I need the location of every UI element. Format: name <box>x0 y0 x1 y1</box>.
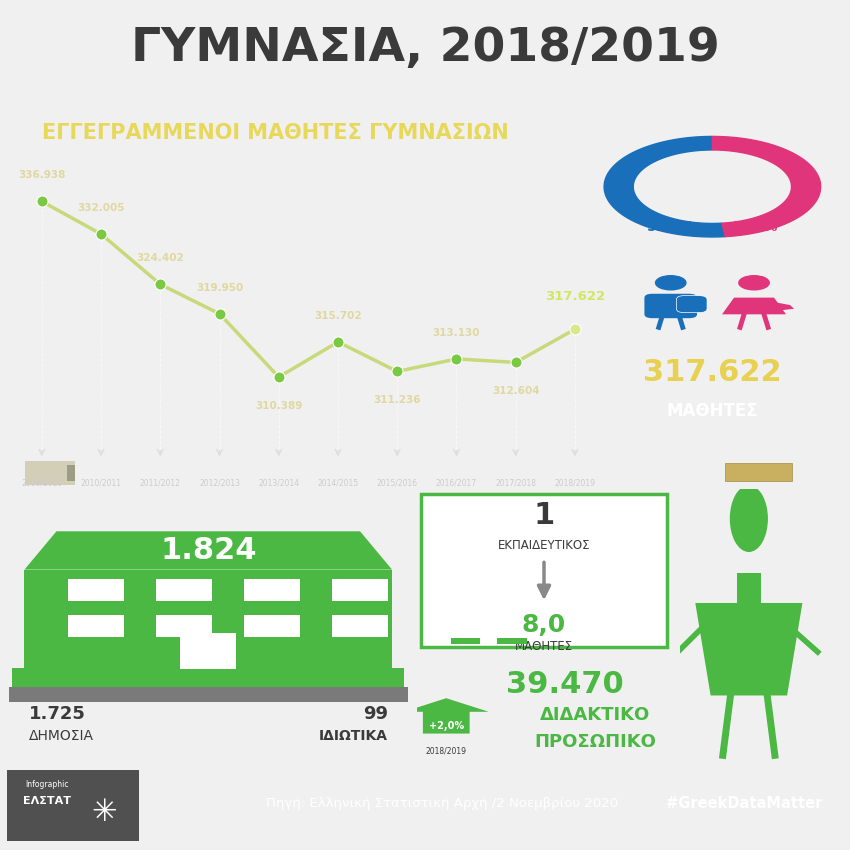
Text: ΔΗΜΟΣΙΑ: ΔΗΜΟΣΙΑ <box>29 729 94 744</box>
Text: 315.702: 315.702 <box>314 310 362 320</box>
Text: ΠΡΟΣΩΠΙΚΟ: ΠΡΟΣΩΠΙΚΟ <box>534 733 656 751</box>
Polygon shape <box>695 603 802 695</box>
Bar <box>8 687 408 702</box>
Text: 8,0: 8,0 <box>522 613 566 637</box>
Text: 1: 1 <box>534 502 554 530</box>
Bar <box>737 573 761 606</box>
Bar <box>68 615 124 638</box>
Bar <box>68 579 124 601</box>
Text: ΔΙΔΑΚΤΙΚΟ: ΔΙΔΑΚΤΙΚΟ <box>540 706 650 723</box>
Text: 317.622: 317.622 <box>545 290 605 303</box>
Text: 311.236: 311.236 <box>373 395 421 405</box>
Polygon shape <box>712 136 820 236</box>
FancyBboxPatch shape <box>644 294 697 318</box>
Bar <box>26 462 75 484</box>
Bar <box>244 615 300 638</box>
Text: 39.470: 39.470 <box>507 670 624 699</box>
Circle shape <box>655 275 686 290</box>
FancyBboxPatch shape <box>677 296 707 313</box>
Bar <box>156 615 212 638</box>
Polygon shape <box>25 531 392 570</box>
Text: Πηγή: Ελληνική Στατιστική Αρχή /2 Νοεμβρίου 2020: Πηγή: Ελληνική Στατιστική Αρχή /2 Νοεμβρ… <box>266 797 618 810</box>
Text: ✳: ✳ <box>91 798 116 827</box>
Text: ΓΥΜΝΑΣΙΑ, 2018/2019: ΓΥΜΝΑΣΙΑ, 2018/2019 <box>131 26 719 71</box>
Bar <box>156 579 212 601</box>
Text: 312.604: 312.604 <box>492 387 540 396</box>
Text: 324.402: 324.402 <box>136 253 184 263</box>
Text: ΜΑΘΗΤΕΣ: ΜΑΘΗΤΕΣ <box>666 402 758 420</box>
Text: #GreekDataMatter: #GreekDataMatter <box>666 796 822 811</box>
Text: ΙΔΙΩΤΙΚΑ: ΙΔΙΩΤΙΚΑ <box>319 729 388 744</box>
Text: Infographic: Infographic <box>25 780 69 790</box>
Text: ΕΓΓΕΓΡΑΜΜΕΝΟΙ ΜΑΘΗΤΕΣ ΓΥΜΝΑΣΙΩΝ: ΕΓΓΕΓΡΑΜΜΕΝΟΙ ΜΑΘΗΤΕΣ ΓΥΜΝΑΣΙΩΝ <box>42 122 508 143</box>
Bar <box>497 638 527 644</box>
FancyBboxPatch shape <box>421 494 667 647</box>
Text: 2015/2016: 2015/2016 <box>377 479 418 488</box>
Text: 313.130: 313.130 <box>433 327 480 337</box>
Text: 48,1%: 48,1% <box>730 220 779 235</box>
Bar <box>13 667 404 687</box>
Text: 332.005: 332.005 <box>77 203 125 212</box>
Bar <box>725 463 791 480</box>
Text: 2009/2010: 2009/2010 <box>21 479 62 488</box>
Text: 2012/2013: 2012/2013 <box>199 479 240 488</box>
Text: 2013/2014: 2013/2014 <box>258 479 299 488</box>
Text: +2,0%: +2,0% <box>428 721 464 731</box>
Text: 1.725: 1.725 <box>29 705 85 722</box>
Text: ΕΛΣΤΑΤ: ΕΛΣΤΑΤ <box>23 796 71 806</box>
Text: 2010/2011: 2010/2011 <box>81 479 122 488</box>
Bar <box>332 579 388 601</box>
Polygon shape <box>770 302 794 310</box>
Bar <box>67 465 75 480</box>
Polygon shape <box>404 698 489 734</box>
FancyBboxPatch shape <box>7 770 139 842</box>
Bar <box>25 570 392 669</box>
Text: 2016/2017: 2016/2017 <box>436 479 477 488</box>
Text: 2018/2019: 2018/2019 <box>426 746 467 756</box>
Text: 51,9%: 51,9% <box>647 220 695 235</box>
Bar <box>244 579 300 601</box>
Text: ΕΚΠΑΙΔΕΥΤΙΚΟΣ: ΕΚΠΑΙΔΕΥΤΙΚΟΣ <box>498 540 590 552</box>
Circle shape <box>739 275 769 290</box>
Text: 2017/2018: 2017/2018 <box>496 479 536 488</box>
Text: 336.938: 336.938 <box>18 170 65 180</box>
Bar <box>332 615 388 638</box>
Bar <box>180 632 236 669</box>
Polygon shape <box>604 136 725 237</box>
Circle shape <box>730 486 768 552</box>
Text: 310.389: 310.389 <box>255 401 303 411</box>
Text: 1.824: 1.824 <box>160 536 257 565</box>
Text: 317.622: 317.622 <box>643 358 782 387</box>
Text: 319.950: 319.950 <box>196 282 243 292</box>
Text: ΜΑΘΗΤΕΣ: ΜΑΘΗΤΕΣ <box>515 640 573 653</box>
Bar <box>450 638 480 644</box>
Text: 2014/2015: 2014/2015 <box>317 479 359 488</box>
Text: 2011/2012: 2011/2012 <box>140 479 181 488</box>
Text: 2018/2019: 2018/2019 <box>554 479 596 488</box>
Polygon shape <box>722 298 786 314</box>
Text: 99: 99 <box>363 705 388 722</box>
